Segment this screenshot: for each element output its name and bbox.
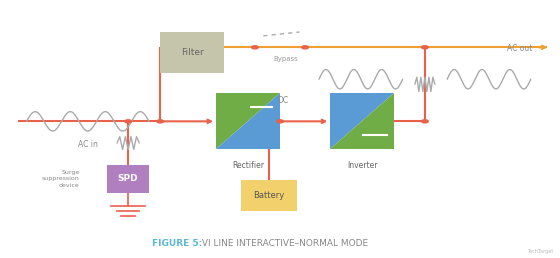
Text: TechTarget: TechTarget [527, 249, 553, 254]
Text: VI LINE INTERACTIVE–NORMAL MODE: VI LINE INTERACTIVE–NORMAL MODE [199, 239, 368, 248]
FancyBboxPatch shape [108, 165, 149, 193]
Text: FIGURE 5:: FIGURE 5: [152, 239, 202, 248]
Polygon shape [330, 93, 394, 149]
Text: AC out: AC out [507, 44, 533, 53]
Circle shape [251, 46, 258, 49]
Circle shape [422, 46, 428, 49]
Circle shape [125, 120, 132, 123]
Text: Bypass: Bypass [273, 56, 298, 62]
Text: Filter: Filter [181, 48, 204, 57]
Circle shape [157, 120, 164, 123]
FancyBboxPatch shape [241, 180, 297, 211]
FancyBboxPatch shape [160, 32, 224, 73]
Circle shape [422, 120, 428, 123]
Text: SPD: SPD [118, 174, 138, 183]
Polygon shape [216, 93, 280, 149]
Text: Surge
suppression
device: Surge suppression device [41, 170, 80, 188]
Circle shape [277, 120, 283, 123]
Circle shape [302, 46, 309, 49]
Text: Inverter: Inverter [347, 161, 377, 170]
Polygon shape [216, 93, 280, 149]
Polygon shape [330, 93, 394, 149]
Text: AC in: AC in [78, 140, 97, 149]
Text: DC: DC [277, 96, 288, 106]
Text: Battery: Battery [253, 191, 284, 200]
Text: Rectifier: Rectifier [232, 161, 264, 170]
